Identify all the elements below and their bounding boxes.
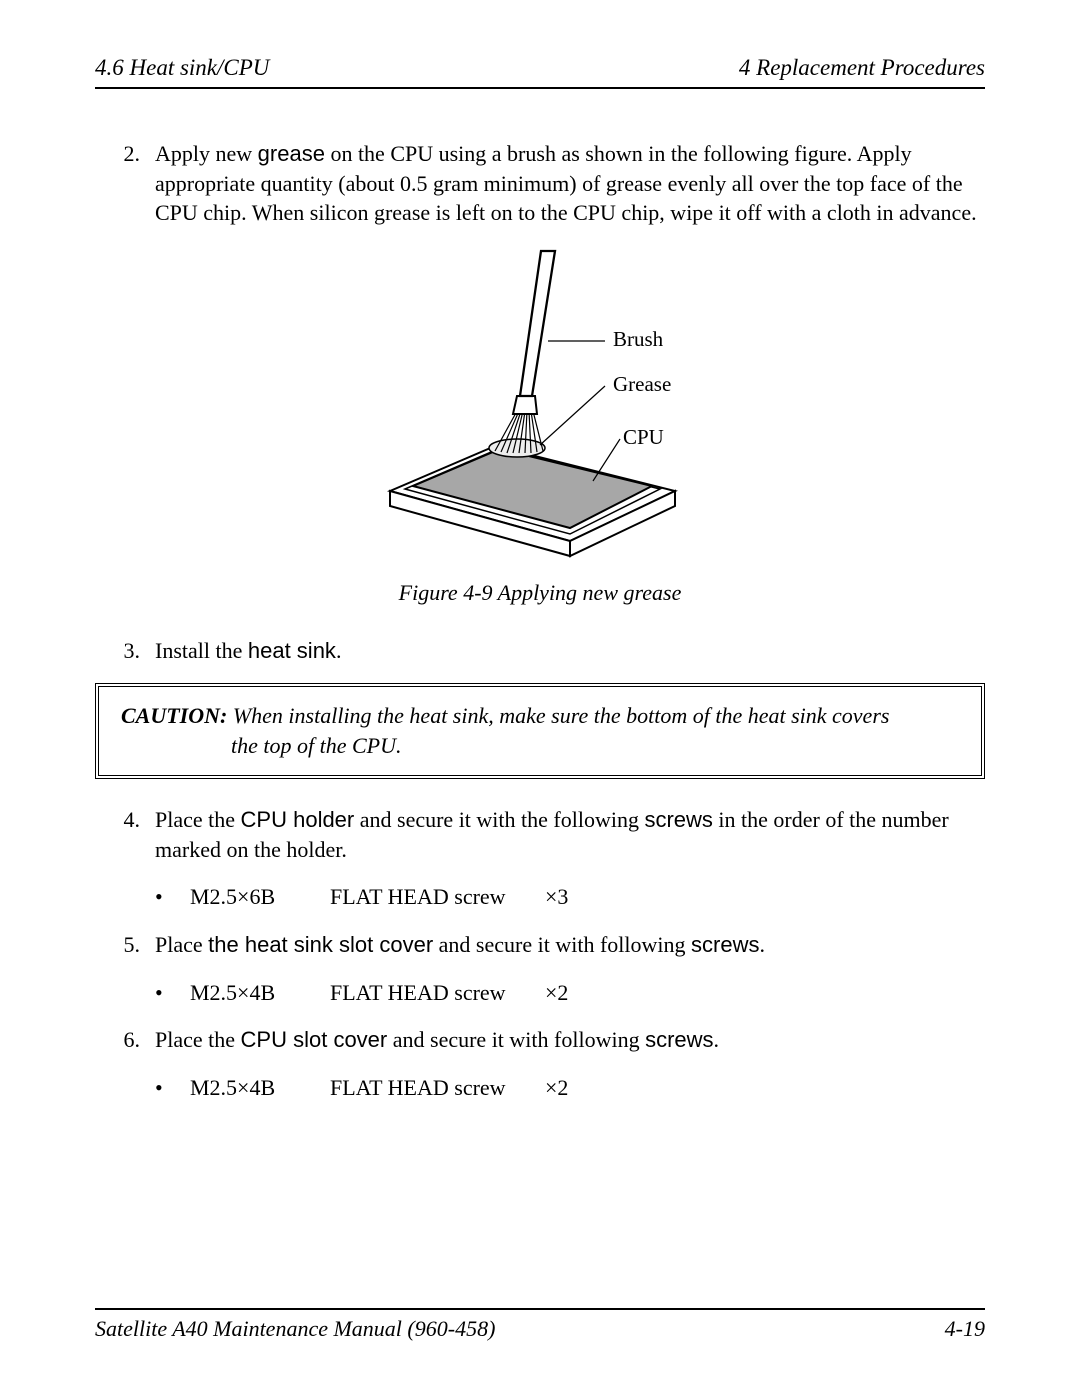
- bold-term: screws: [644, 807, 712, 832]
- step-body: Place the CPU slot cover and secure it w…: [155, 1025, 985, 1055]
- step-6: 6. Place the CPU slot cover and secure i…: [95, 1025, 985, 1055]
- step-number: 3.: [95, 636, 155, 666]
- screw-type: FLAT HEAD screw: [330, 1073, 545, 1103]
- bold-term: grease: [258, 141, 325, 166]
- text: Place the: [155, 1027, 241, 1052]
- header-left: 4.6 Heat sink/CPU: [95, 55, 269, 81]
- step-number: 2.: [95, 139, 155, 228]
- figure-4-9: Brush Grease CPU: [95, 246, 985, 566]
- header-right: 4 Replacement Procedures: [739, 55, 985, 81]
- step-body: Place the CPU holder and secure it with …: [155, 805, 985, 864]
- text: Install the: [155, 638, 248, 663]
- footer-left: Satellite A40 Maintenance Manual (960-45…: [95, 1316, 495, 1342]
- step-number: 5.: [95, 930, 155, 960]
- bullet-icon: •: [155, 882, 190, 912]
- step-2: 2. Apply new grease on the CPU using a b…: [95, 139, 985, 228]
- bold-term: heat sink: [248, 638, 336, 663]
- text: and secure it with following: [387, 1027, 645, 1052]
- bullet-icon: •: [155, 978, 190, 1008]
- step-number: 4.: [95, 805, 155, 864]
- text: .: [336, 638, 342, 663]
- label-cpu: CPU: [623, 425, 664, 449]
- brush-ferrule: [513, 396, 537, 414]
- screw-spec: M2.5×6B: [190, 882, 330, 912]
- step-4: 4. Place the CPU holder and secure it wi…: [95, 805, 985, 864]
- screw-qty: ×2: [545, 1073, 568, 1103]
- footer-right: 4-19: [945, 1316, 985, 1342]
- page-content: 2. Apply new grease on the CPU using a b…: [95, 139, 985, 1103]
- caution-text-2: the top of the CPU.: [121, 731, 959, 761]
- screw-qty: ×2: [545, 978, 568, 1008]
- label-grease: Grease: [613, 372, 671, 396]
- screw-spec: M2.5×4B: [190, 978, 330, 1008]
- step-number: 6.: [95, 1025, 155, 1055]
- text: and secure it with the following: [354, 807, 644, 832]
- text: and secure it with following: [433, 932, 691, 957]
- figure-caption: Figure 4-9 Applying new grease: [95, 578, 985, 608]
- step-body: Place the heat sink slot cover and secur…: [155, 930, 985, 960]
- screw-spec-row: • M2.5×4B FLAT HEAD screw ×2: [155, 1073, 985, 1103]
- label-brush: Brush: [613, 327, 664, 351]
- text: .: [759, 932, 765, 957]
- caution-box: CAUTION: When installing the heat sink, …: [95, 683, 985, 778]
- text: Place: [155, 932, 208, 957]
- screw-spec: M2.5×4B: [190, 1073, 330, 1103]
- text: .: [714, 1027, 720, 1052]
- screw-type: FLAT HEAD screw: [330, 978, 545, 1008]
- bold-term: CPU slot cover: [241, 1027, 388, 1052]
- page-footer: Satellite A40 Maintenance Manual (960-45…: [95, 1308, 985, 1342]
- caution-label: CAUTION:: [121, 703, 227, 728]
- bold-term: screws: [645, 1027, 713, 1052]
- text: Place the: [155, 807, 241, 832]
- screw-type: FLAT HEAD screw: [330, 882, 545, 912]
- screw-qty: ×3: [545, 882, 568, 912]
- step-body: Apply new grease on the CPU using a brus…: [155, 139, 985, 228]
- text: Apply new: [155, 141, 258, 166]
- grease-diagram: Brush Grease CPU: [345, 246, 735, 566]
- step-body: Install the heat sink.: [155, 636, 985, 666]
- bold-term: CPU holder: [241, 807, 355, 832]
- caution-text-1: When installing the heat sink, make sure…: [227, 703, 889, 728]
- screw-spec-row: • M2.5×6B FLAT HEAD screw ×3: [155, 882, 985, 912]
- step-3: 3. Install the heat sink.: [95, 636, 985, 666]
- screw-spec-row: • M2.5×4B FLAT HEAD screw ×2: [155, 978, 985, 1008]
- page-header: 4.6 Heat sink/CPU 4 Replacement Procedur…: [95, 55, 985, 89]
- bullet-icon: •: [155, 1073, 190, 1103]
- bold-term: the heat sink slot cover: [208, 932, 433, 957]
- bold-term: screws: [691, 932, 759, 957]
- step-5: 5. Place the heat sink slot cover and se…: [95, 930, 985, 960]
- brush-handle: [520, 251, 555, 396]
